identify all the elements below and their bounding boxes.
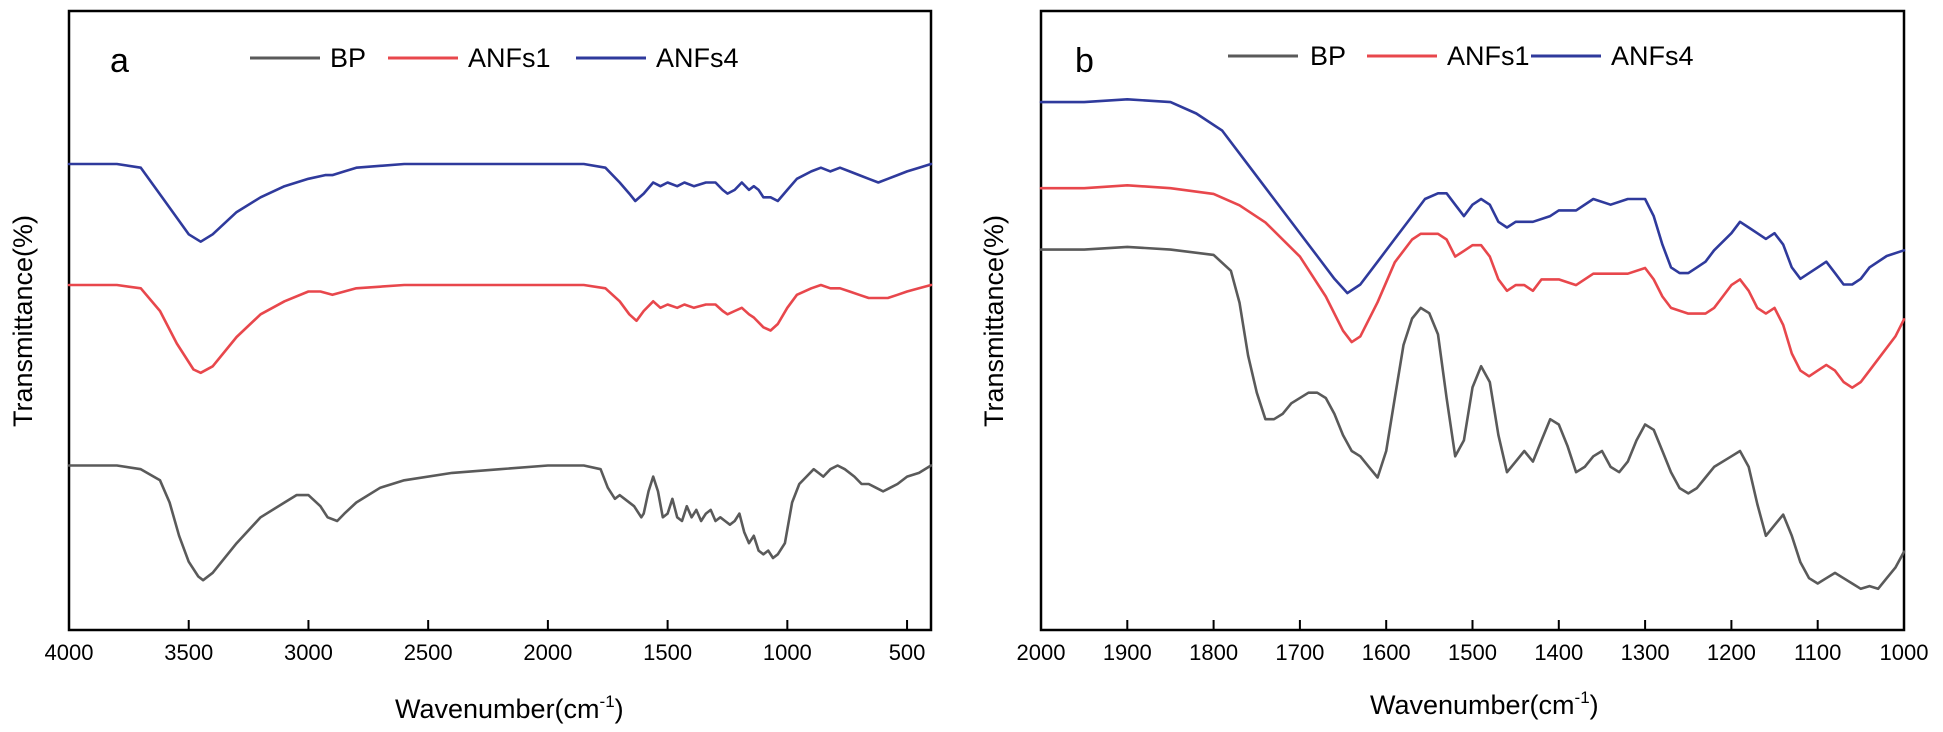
panel-b-x-tick-label: 1900	[1103, 640, 1152, 665]
panel-b-label: b	[1075, 42, 1094, 80]
panel-b-x-tick-label: 1100	[1794, 640, 1841, 665]
panel-a-x-tick-label: 1000	[763, 640, 812, 665]
panel-a-x-tick-label: 4000	[45, 640, 94, 665]
legend-b-bp-label: BP	[1310, 41, 1346, 71]
panel-a-x-tick-label: 2500	[404, 640, 453, 665]
panel-b-x-tick-label: 1300	[1621, 640, 1670, 665]
panel-b-frame	[1039, 9, 1906, 632]
legend-b-anfs1-label: ANFs1	[1447, 41, 1530, 71]
panel-b-series-bp	[1039, 245, 1906, 591]
panel-b-xlabel: Wavenumber(cm-1)	[1370, 688, 1599, 720]
panel-b-legend: BP ANFs1 ANFs4	[1228, 41, 1694, 71]
panel-b-x-axis: 2000 1900 1800 1700 1600 1500 1400 1300 1200 1100…	[1017, 620, 1929, 665]
panel-a-label: a	[110, 42, 129, 80]
panel-a-xlabel-sup: -1	[600, 692, 615, 711]
legend-b-anfs4-label: ANFs4	[1611, 41, 1694, 71]
panel-b-xlabel-text: Wavenumber(cm	[1370, 690, 1575, 720]
panel-a-xlabel: Wavenumber(cm-1)	[395, 692, 624, 724]
panel-a-xlabel-close: )	[615, 694, 624, 724]
panel-b-xlabel-close: )	[1590, 690, 1599, 720]
panel-b-series-anfs4	[1039, 98, 1906, 295]
panel-a-ylabel: Transmittance(%)	[8, 215, 38, 427]
panel-a-x-tick-label: 500	[889, 640, 926, 665]
panel-a-x-axis: 4000 3500 3000 2500 2000 1500 1000 500	[45, 620, 926, 665]
legend-a-bp-label: BP	[330, 43, 366, 73]
panel-a-xlabel-text: Wavenumber(cm	[395, 694, 600, 724]
panel-a-series-bp	[67, 464, 933, 582]
panel-b-x-tick-label: 1500	[1448, 640, 1497, 665]
panel-b: b BP ANFs1 ANFs4 2000 1900 1800 1700 1600 150…	[979, 9, 1929, 720]
panel-a-x-tick-label: 3500	[164, 640, 213, 665]
panel-b-xlabel-sup: -1	[1575, 688, 1590, 707]
legend-a-anfs4-label: ANFs4	[656, 43, 739, 73]
panel-a-x-tick-label: 2000	[523, 640, 572, 665]
panel-b-x-tick-label: 1200	[1707, 640, 1756, 665]
panel-a-x-tick-label: 3000	[284, 640, 333, 665]
panel-b-ylabel: Transmittance(%)	[979, 215, 1009, 427]
panel-a-series	[67, 162, 933, 582]
panel-a-series-anfs1	[67, 283, 933, 375]
panel-a-frame	[67, 9, 933, 632]
panel-a-legend: BP ANFs1 ANFs4	[250, 43, 739, 73]
panel-b-x-tick-label: 1800	[1189, 640, 1238, 665]
panel-a: a BP ANFs1 ANFs4 4000 3500 3000 2500 2000 150…	[8, 9, 933, 724]
legend-a-anfs1-label: ANFs1	[468, 43, 551, 73]
panel-a-x-tick-label: 1500	[643, 640, 692, 665]
panel-b-series-anfs1	[1039, 184, 1906, 389]
panel-b-x-tick-label: 1600	[1362, 640, 1411, 665]
panel-b-x-tick-label: 2000	[1017, 640, 1066, 665]
panel-a-series-anfs4	[67, 162, 933, 243]
panel-b-x-tick-label: 1000	[1880, 640, 1929, 665]
panel-b-series	[1039, 98, 1906, 591]
panel-b-x-tick-label: 1700	[1275, 640, 1324, 665]
panel-b-x-tick-label: 1400	[1534, 640, 1583, 665]
